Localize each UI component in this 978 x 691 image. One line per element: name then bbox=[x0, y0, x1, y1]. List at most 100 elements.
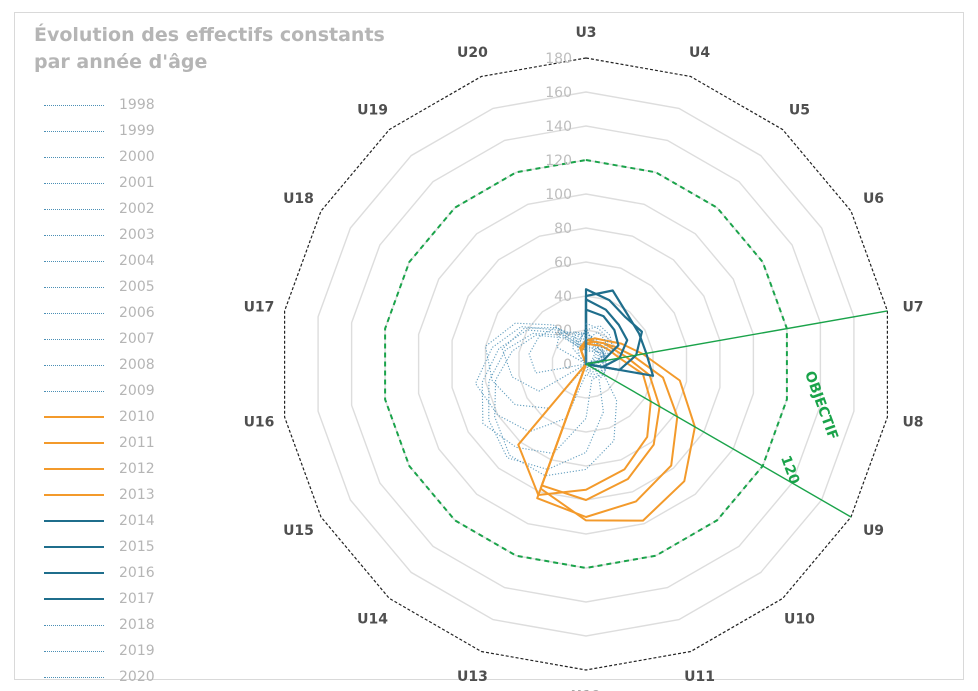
legend-swatch bbox=[44, 390, 104, 392]
legend-item-2019: 2019 bbox=[44, 638, 184, 664]
legend-item-2014: 2014 bbox=[44, 508, 184, 534]
legend-swatch bbox=[44, 520, 104, 522]
legend-label: 2014 bbox=[119, 513, 155, 529]
axis-label-u8: U8 bbox=[902, 415, 923, 431]
grid-ring-60 bbox=[484, 261, 688, 467]
axis-label-u3: U3 bbox=[575, 25, 596, 41]
legend-item-2012: 2012 bbox=[44, 456, 184, 482]
legend-swatch bbox=[44, 546, 104, 548]
axis-label-u6: U6 bbox=[863, 191, 884, 207]
legend-swatch bbox=[44, 624, 104, 626]
legend-swatch bbox=[44, 442, 104, 444]
legend-swatch bbox=[44, 572, 104, 574]
axis-label-u16: U16 bbox=[244, 415, 275, 431]
legend-swatch bbox=[44, 234, 104, 236]
legend-label: 2002 bbox=[119, 201, 155, 217]
legend-swatch bbox=[44, 416, 104, 418]
legend-label: 2018 bbox=[119, 617, 155, 633]
axis-label-u18: U18 bbox=[283, 191, 314, 207]
legend-label: 1999 bbox=[119, 123, 155, 139]
series-2008 bbox=[488, 332, 607, 470]
legend-swatch bbox=[44, 650, 104, 652]
grid-ring-140 bbox=[350, 125, 822, 603]
legend-label: 1998 bbox=[119, 97, 155, 113]
legend-item-2020: 2020 bbox=[44, 664, 184, 690]
axis-label-u20: U20 bbox=[457, 45, 488, 61]
tick-label-140: 140 bbox=[545, 119, 572, 135]
tick-label-20: 20 bbox=[554, 323, 572, 339]
legend-swatch bbox=[44, 468, 104, 470]
legend-item-2017: 2017 bbox=[44, 586, 184, 612]
legend-item-2000: 2000 bbox=[44, 144, 184, 170]
legend-label: 2011 bbox=[119, 435, 155, 451]
legend-item-2005: 2005 bbox=[44, 274, 184, 300]
grid-ring-40 bbox=[518, 295, 654, 433]
legend-label: 2004 bbox=[119, 253, 155, 269]
series-2007 bbox=[481, 329, 607, 455]
series-2000 bbox=[574, 332, 600, 366]
legend-label: 2007 bbox=[119, 331, 155, 347]
legend-swatch bbox=[44, 286, 104, 288]
chart-title-line-2: par année d'âge bbox=[34, 51, 208, 73]
legend-item-2013: 2013 bbox=[44, 482, 184, 508]
series-1999 bbox=[577, 329, 598, 365]
legend-item-2010: 2010 bbox=[44, 404, 184, 430]
legend-swatch bbox=[44, 312, 104, 314]
legend-label: 2005 bbox=[119, 279, 155, 295]
tick-label-60: 60 bbox=[554, 255, 572, 271]
objective-line-u9 bbox=[585, 363, 852, 518]
legend-item-2003: 2003 bbox=[44, 222, 184, 248]
legend-swatch bbox=[44, 260, 104, 262]
legend-label: 2016 bbox=[119, 565, 155, 581]
series-2010 bbox=[517, 342, 652, 496]
axis-label-u9: U9 bbox=[863, 523, 884, 539]
legend-label: 2020 bbox=[119, 669, 155, 685]
series-2009 bbox=[494, 334, 618, 477]
legend-swatch bbox=[44, 598, 104, 600]
legend-item-2001: 2001 bbox=[44, 170, 184, 196]
tick-label-100: 100 bbox=[545, 187, 572, 203]
legend-swatch bbox=[44, 182, 104, 184]
tick-label-0: 0 bbox=[563, 357, 572, 373]
axis-label-u17: U17 bbox=[244, 299, 275, 315]
objective-line-u7 bbox=[585, 310, 888, 365]
tick-label-40: 40 bbox=[554, 289, 572, 305]
axis-label-u13: U13 bbox=[457, 669, 488, 685]
legend-label: 2000 bbox=[119, 149, 155, 165]
legend-swatch bbox=[44, 104, 104, 106]
series-2019 bbox=[585, 325, 614, 365]
legend-item-1999: 1999 bbox=[44, 118, 184, 144]
axis-label-u15: U15 bbox=[283, 523, 314, 539]
legend: 1998 1999 2000 2001 2002 2003 2004 2005 2006 2007… bbox=[44, 92, 184, 690]
series-2013 bbox=[539, 337, 696, 522]
legend-swatch bbox=[44, 364, 104, 366]
legend-item-2011: 2011 bbox=[44, 430, 184, 456]
objective-label: OBJECTIF bbox=[801, 369, 841, 442]
legend-item-2018: 2018 bbox=[44, 612, 184, 638]
tick-label-120: 120 bbox=[545, 153, 572, 169]
legend-swatch bbox=[44, 676, 104, 678]
legend-item-2008: 2008 bbox=[44, 352, 184, 378]
legend-label: 2008 bbox=[119, 357, 155, 373]
axis-label-u7: U7 bbox=[902, 299, 923, 315]
legend-item-2015: 2015 bbox=[44, 534, 184, 560]
legend-label: 2009 bbox=[119, 383, 155, 399]
legend-item-2002: 2002 bbox=[44, 196, 184, 222]
series-2011 bbox=[540, 339, 661, 501]
series-2017 bbox=[584, 289, 655, 377]
axis-label-u11: U11 bbox=[684, 669, 715, 685]
legend-swatch bbox=[44, 208, 104, 210]
legend-item-2006: 2006 bbox=[44, 300, 184, 326]
legend-label: 2013 bbox=[119, 487, 155, 503]
legend-item-2009: 2009 bbox=[44, 378, 184, 404]
legend-item-2007: 2007 bbox=[44, 326, 184, 352]
legend-swatch bbox=[44, 130, 104, 132]
axis-label-u4: U4 bbox=[689, 45, 710, 61]
legend-label: 2012 bbox=[119, 461, 155, 477]
chart-frame bbox=[14, 12, 964, 680]
outer-ring bbox=[284, 57, 889, 671]
legend-label: 2001 bbox=[119, 175, 155, 191]
legend-label: 2017 bbox=[119, 591, 155, 607]
tick-label-180: 180 bbox=[545, 51, 572, 67]
